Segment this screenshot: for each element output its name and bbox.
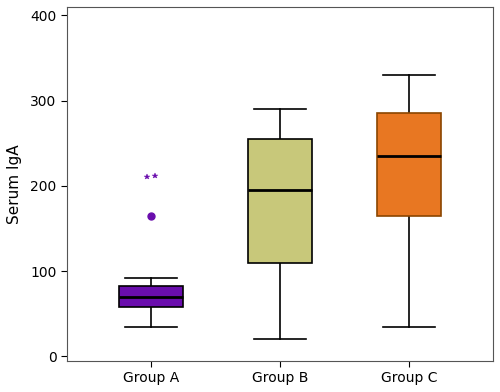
Bar	[377, 113, 442, 216]
Y-axis label: Serum IgA: Serum IgA	[7, 144, 22, 223]
Bar	[118, 287, 183, 307]
Bar	[248, 139, 312, 263]
